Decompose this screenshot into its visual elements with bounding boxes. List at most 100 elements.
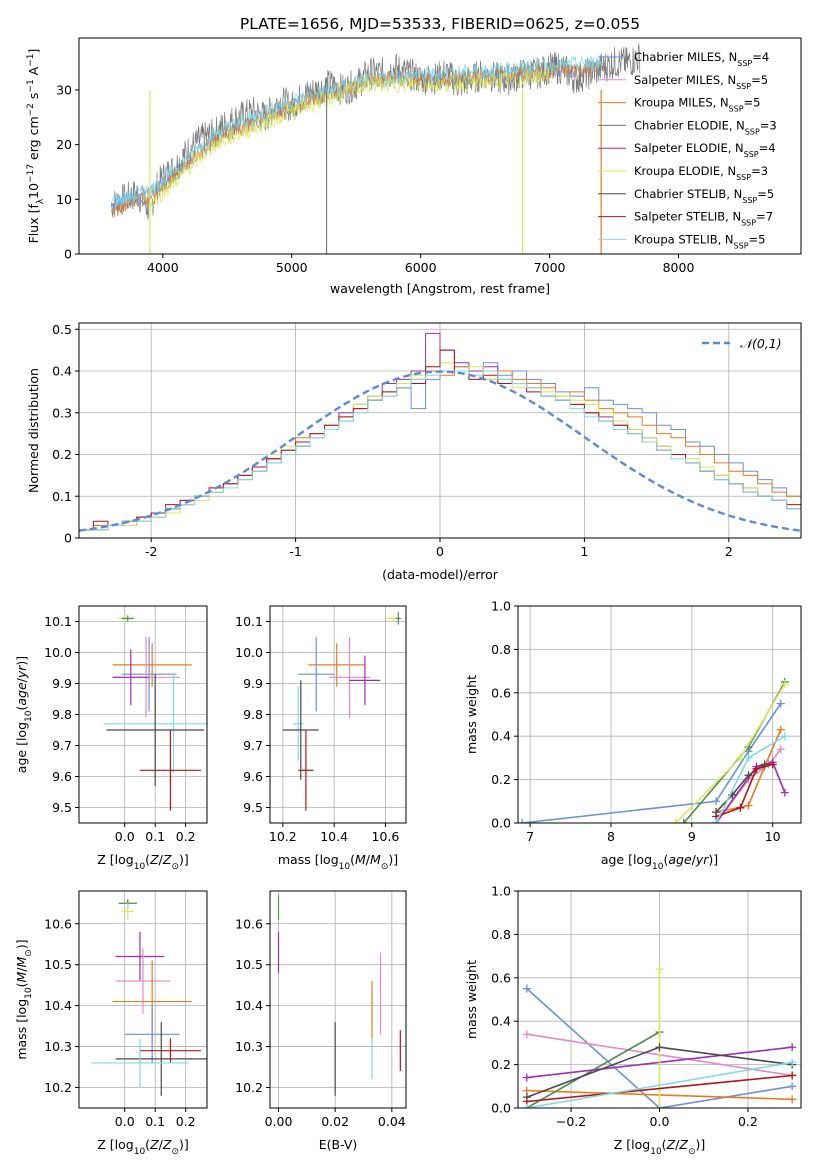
x-tick-label: 7 — [526, 829, 534, 844]
y-tick-label: 0.2 — [52, 447, 72, 462]
errorbar-point — [115, 1022, 207, 1096]
weight-vs-age-xlabel-part: )] — [708, 852, 718, 867]
y-tick-label: 10.2 — [235, 1080, 263, 1095]
errorbar-point — [293, 686, 304, 761]
x-tick-label: 0.0 — [650, 1114, 670, 1129]
weight-vs-Z-ylabel: mass weight — [464, 960, 479, 1039]
residuals-axes: -2 -1 0 1 2 0 0.1 0.2 0.3 0.4 0.5 — [52, 322, 801, 559]
x-tick-label: 10.4 — [320, 829, 348, 844]
x-tick-label: -1 — [289, 544, 301, 559]
y-tick-label: 10.1 — [235, 614, 263, 629]
y-tick-label: 9.6 — [52, 769, 72, 784]
x-tick-label: 0.04 — [378, 1114, 406, 1129]
age-vs-mass-xlabel-part: M — [355, 852, 366, 867]
spectrum-ylabel-part: erg cm — [26, 116, 41, 164]
legend-label-count: =4 — [752, 50, 769, 64]
y-tick-label: 9.5 — [52, 800, 72, 815]
mass-vs-Z-ylabel-part: )] — [14, 939, 29, 949]
mass-vs-Z-xlabel-part: / — [159, 1137, 164, 1152]
weight-vs-age-xlabel-part: ( — [663, 852, 668, 867]
mass-vs-ebv-xlabel: E(B-V) — [319, 1137, 358, 1152]
age-vs-mass-xlabel-part: ⊙ — [381, 862, 389, 872]
errorbar-point — [349, 655, 381, 706]
weight-vs-Z-xlabel-part: )] — [695, 1137, 705, 1152]
weight-marker — [522, 1030, 531, 1039]
age-vs-Z-ylabel: age [log10(age/yr)] — [14, 656, 34, 773]
spectrum-plot — [110, 43, 641, 254]
errorbar-point — [91, 1038, 189, 1088]
y-tick-label: 1.0 — [491, 884, 511, 899]
legend-label-sub: SSP — [742, 195, 757, 204]
model-line — [110, 55, 602, 208]
y-tick-label: 10.4 — [44, 998, 72, 1013]
weight-marker — [780, 680, 789, 689]
legend-label-sub: SSP — [744, 150, 759, 159]
spectrum-ylabel-part: s — [26, 93, 41, 104]
y-tick-label: 0.6 — [491, 685, 511, 700]
weight-vs-Z-xlabel-part: ( — [662, 1137, 667, 1152]
age-vs-Z-xlabel: Z [log10(Z/Z⊙)] — [97, 852, 189, 872]
mass-vs-Z-xlabel-part: ⊙ — [171, 1147, 179, 1157]
legend-label-name: Salpeter ELODIE, N — [634, 141, 744, 155]
mass-vs-Z-xlabel-part: )] — [179, 1137, 189, 1152]
legend-label: Kroupa MILES, NSSP=5 — [634, 96, 760, 114]
x-tick-label: 0.0 — [115, 1114, 135, 1129]
age-vs-mass-frame — [269, 605, 407, 824]
weight-marker — [776, 725, 785, 734]
mass-vs-ebv-plot — [277, 895, 401, 1096]
model-line — [149, 66, 550, 210]
errorbar-point — [115, 931, 165, 982]
legend-label-name: Kroupa STELIB, N — [634, 232, 734, 246]
legend-label-name: Salpeter STELIB, N — [634, 210, 741, 224]
residuals-xlabel: (data-model)/error — [382, 567, 499, 582]
y-tick-label: 0.2 — [491, 1057, 511, 1072]
weight-vs-Z-xlabel-part: 10 — [650, 1147, 662, 1157]
legend-label-count: =5 — [749, 232, 766, 246]
y-tick-label: 10.1 — [44, 614, 72, 629]
errorbar-point — [121, 637, 177, 712]
legend-label-count: =4 — [759, 141, 776, 155]
y-tick-label: 10 — [56, 192, 72, 207]
y-tick-label: 0.4 — [491, 1014, 511, 1029]
histogram-series — [79, 370, 801, 538]
legend-label-name: Chabrier MILES, N — [634, 50, 737, 64]
weight-marker — [655, 1104, 664, 1108]
x-tick-label: 8000 — [663, 260, 695, 275]
mass-vs-ebv-panel: 0.00 0.02 0.04 10.2 10.3 10.4 10.5 10.6 E(B-V) — [235, 890, 407, 1152]
spectrum-ylabel-part: −2 — [26, 103, 36, 116]
x-tick-label: 4000 — [147, 260, 179, 275]
weight-marker — [679, 819, 688, 823]
weight-vs-age-xlabel: age [log10(age/yr)] — [601, 852, 718, 872]
age-vs-Z-xlabel-part: ( — [145, 852, 150, 867]
y-tick-label: 10.6 — [44, 916, 72, 931]
weight-marker — [788, 1043, 797, 1052]
errorbar-point — [103, 674, 207, 774]
mass-vs-Z-ylabel-part: ( — [14, 983, 29, 988]
observed-spectrum-line — [110, 43, 641, 220]
age-vs-Z-xlabel-part: Z — [149, 852, 159, 867]
legend-label-count: =5 — [757, 187, 774, 201]
weight-marker — [736, 803, 745, 812]
y-tick-label: 0.4 — [491, 729, 511, 744]
legend-label-name: Chabrier STELIB, N — [634, 187, 742, 201]
age-vs-mass-xlabel-part: 10 — [339, 862, 351, 872]
y-tick-label: 10.0 — [44, 645, 72, 660]
x-tick-label: 1 — [580, 544, 588, 559]
mass-vs-Z-plot — [91, 899, 207, 1096]
weight-series-line — [715, 763, 773, 818]
weight-marker — [655, 1043, 664, 1052]
weight-marker — [752, 764, 761, 773]
mass-vs-Z-axes: 0.0 0.1 0.2 10.2 10.3 10.4 10.5 10.6 — [44, 891, 207, 1129]
legend-label-name: Kroupa ELODIE, N — [634, 164, 736, 178]
weight-marker — [522, 1073, 531, 1082]
spectrum-ylabel-part: −1 — [26, 54, 36, 67]
spectrum-panel: 4000 5000 6000 7000 8000 0 10 20 30 wavelength [A… — [26, 37, 802, 296]
y-tick-label: 9.8 — [243, 707, 263, 722]
y-tick-label: 9.5 — [243, 800, 263, 815]
weight-vs-age-xlabel-part: yr — [695, 852, 709, 867]
legend-label-sub: SSP — [736, 173, 751, 182]
figure-title: PLATE=1656, MJD=53533, FIBERID=0625, z=0… — [240, 15, 640, 33]
mass-vs-Z-xlabel-part: Z — [162, 1137, 172, 1152]
x-tick-label: 9 — [688, 829, 696, 844]
